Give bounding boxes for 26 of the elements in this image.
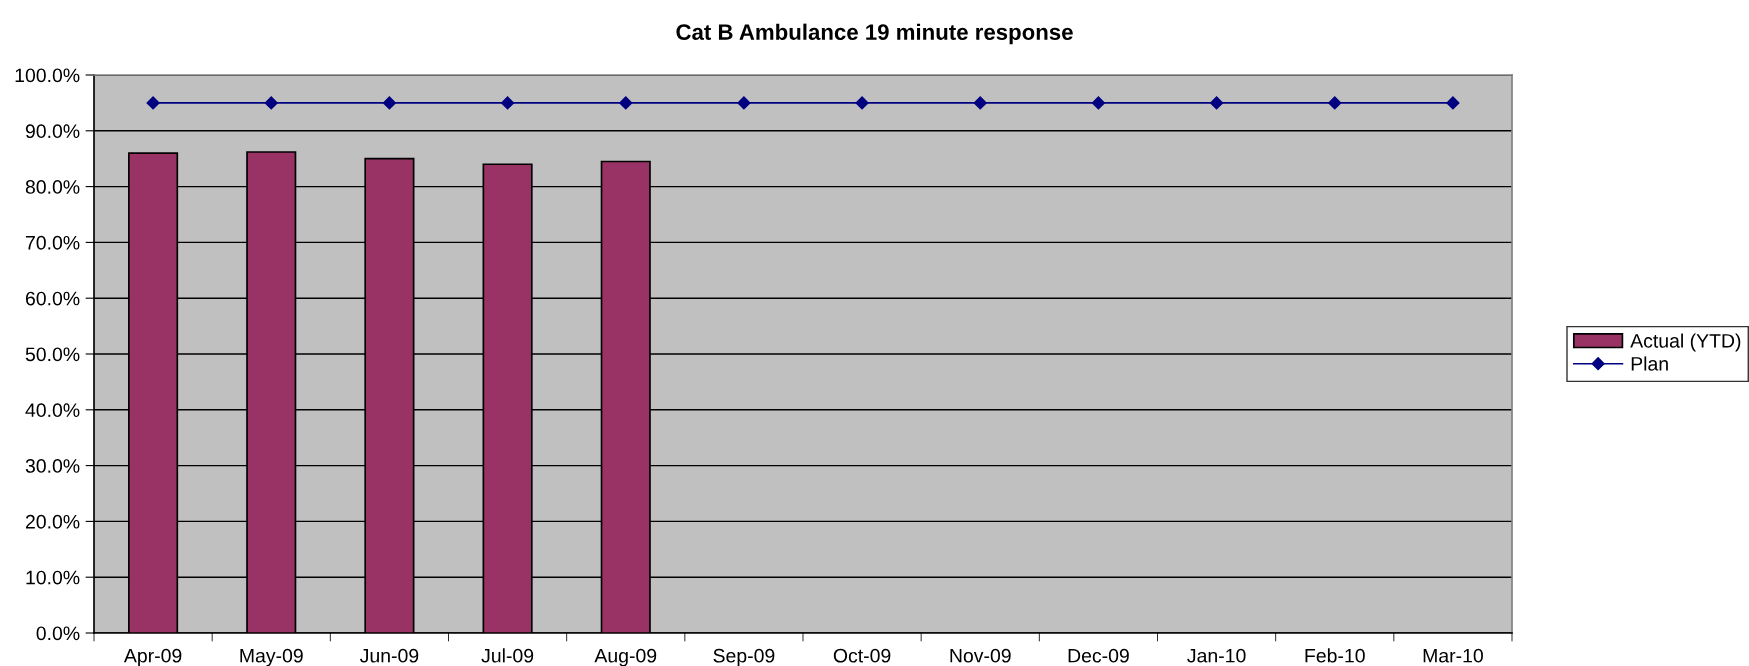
x-tick-label: May-09 <box>240 648 303 666</box>
y-tick-label: 50.0% <box>25 347 80 362</box>
y-tick-label: 20.0% <box>25 514 80 529</box>
chart-title: Cat B Ambulance 19 minute response <box>676 23 1073 45</box>
y-tick-label: 100.0% <box>15 68 80 83</box>
y-tick-label: 90.0% <box>25 124 80 139</box>
y-tick-label: 60.0% <box>25 291 80 306</box>
x-tick-label: Jan-10 <box>1187 648 1246 663</box>
y-tick-label: 70.0% <box>25 235 80 250</box>
y-tick-label: 30.0% <box>25 459 80 473</box>
y-tick-label: 80.0% <box>25 180 80 194</box>
legend-label: Plan <box>1631 356 1668 371</box>
y-tick-label: 0.0% <box>36 626 80 641</box>
x-tick-label: Jul-09 <box>481 648 534 663</box>
x-tick-label: Sep-09 <box>713 648 775 666</box>
x-tick-label: Apr-09 <box>123 648 182 666</box>
x-tick-label: Feb-10 <box>1305 648 1365 663</box>
x-tick-label: Oct-09 <box>833 648 891 663</box>
x-tick-label: Nov-09 <box>950 648 1011 663</box>
legend-label: Actual (YTD) <box>1630 333 1741 352</box>
y-tick-label: 40.0% <box>25 403 80 418</box>
x-tick-label: Jun-09 <box>360 648 419 663</box>
x-tick-label: Mar-10 <box>1423 648 1483 663</box>
x-tick-label: Aug-09 <box>594 648 657 666</box>
y-tick-label: 10.0% <box>26 570 80 585</box>
x-tick-label: Dec-09 <box>1068 648 1129 663</box>
